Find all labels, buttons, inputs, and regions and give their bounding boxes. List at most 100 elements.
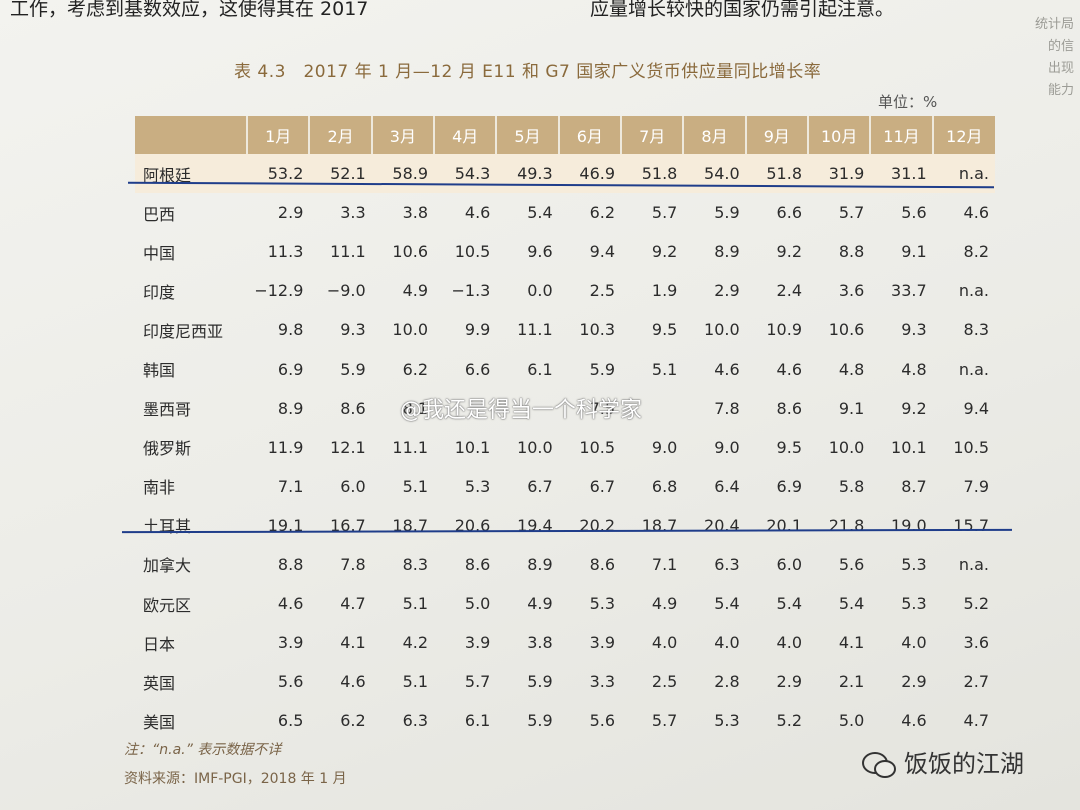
value-cell: 5.9 xyxy=(527,711,553,731)
value-cell: 20.6 xyxy=(454,515,491,535)
value-cell: 5.3 xyxy=(589,594,616,614)
value-cell: 20.1 xyxy=(766,515,802,535)
value-cell: 11.3 xyxy=(267,242,304,262)
value-cell: 4.6 xyxy=(464,203,491,223)
value-cell: 3.6 xyxy=(963,633,989,653)
value-cell: 8.9 xyxy=(527,554,553,574)
value-cell: 9.9 xyxy=(464,320,491,340)
value-cell: 6.5 xyxy=(277,711,304,731)
value-cell: 5.2 xyxy=(776,711,802,731)
country-cell: 巴西 xyxy=(143,204,176,224)
country-cell: 印度 xyxy=(143,282,176,302)
value-cell: 9.4 xyxy=(963,398,989,418)
value-cell: 6.2 xyxy=(402,359,429,379)
value-cell: 5.8 xyxy=(838,476,865,496)
value-cell: 9.0 xyxy=(651,437,678,457)
value-cell: 20.4 xyxy=(704,515,740,535)
value-cell: 4.6 xyxy=(776,359,802,379)
value-cell: 9.1 xyxy=(901,242,927,262)
value-cell: 9.2 xyxy=(776,242,802,262)
value-cell: 31.1 xyxy=(870,154,933,194)
month-header: 8月 xyxy=(682,116,746,154)
country-cell: 俄罗斯 xyxy=(143,439,192,459)
table-row: 欧元区 4.6 4.7 5.1 5.0 4.9 5.3 4.9 5.4 5.4 5.4 5.3 5.2 xyxy=(135,584,995,623)
country-cell: 阿根廷 xyxy=(135,154,248,194)
table-row: 英国 5.6 4.6 5.1 5.7 5.9 3.3 2.5 2.8 2.9 2.1 2.9 2.7 xyxy=(135,662,995,701)
value-cell: 3.6 xyxy=(838,281,865,301)
value-cell: 52.1 xyxy=(309,154,372,194)
value-cell: 10.0 xyxy=(704,320,740,340)
value-cell: 2.9 xyxy=(714,281,740,301)
value-cell: 3.9 xyxy=(589,633,616,653)
value-cell: 5.6 xyxy=(589,711,616,731)
value-cell: 51.8 xyxy=(621,154,684,194)
value-cell: 10.0 xyxy=(392,320,429,340)
value-cell: 8.6 xyxy=(340,398,366,418)
value-cell: 4.9 xyxy=(527,594,553,614)
month-header: 11月 xyxy=(869,116,933,154)
value-cell: 51.8 xyxy=(745,154,808,194)
body-text-right: 应量增长较快的国家仍需引起注意。 xyxy=(590,0,895,20)
value-cell: 11.1 xyxy=(330,242,366,262)
value-cell: 12.1 xyxy=(330,437,366,457)
value-cell: 10.0 xyxy=(828,437,865,457)
value-cell: 11.9 xyxy=(267,437,304,457)
value-cell: 2.9 xyxy=(901,672,927,692)
value-cell: 9.0 xyxy=(714,437,740,457)
value-cell: 4.0 xyxy=(776,633,802,653)
value-cell: 3.9 xyxy=(277,633,304,653)
value-cell: 8.3 xyxy=(963,320,989,340)
value-cell: 6.7 xyxy=(527,476,553,496)
value-cell: 5.7 xyxy=(464,672,491,692)
value-cell: 8.8 xyxy=(277,554,304,574)
money-supply-table: 1月 2月 3月 4月 5月 6月 7月 8月 9月 10月 11月 12月 阿根廷 53.2 52.1 5… xyxy=(135,116,995,740)
value-cell: 6.9 xyxy=(776,476,802,496)
value-cell: 1.9 xyxy=(651,281,678,301)
value-cell: 9.1 xyxy=(838,398,865,418)
value-cell: 33.7 xyxy=(891,281,927,301)
value-cell: 5.1 xyxy=(402,672,429,692)
value-cell: 4.0 xyxy=(714,633,740,653)
value-cell: 9.2 xyxy=(651,242,678,262)
country-cell: 南非 xyxy=(143,478,176,498)
value-cell: 6.7 xyxy=(589,476,616,496)
value-cell: 6.6 xyxy=(464,359,491,379)
value-cell: 8.1 xyxy=(402,398,429,418)
brand-name: 饭饭的江湖 xyxy=(904,750,1024,778)
faint-margin-text: 统计局 的信 出现 能力 xyxy=(1035,14,1074,102)
table-header-row: 1月 2月 3月 4月 5月 6月 7月 8月 9月 10月 11月 12月 xyxy=(135,116,995,154)
month-header: 3月 xyxy=(370,116,435,154)
value-cell: 18.7 xyxy=(641,515,678,535)
value-cell: 3.8 xyxy=(527,633,553,653)
country-cell: 中国 xyxy=(143,243,176,263)
value-cell: 15.7 xyxy=(953,515,989,535)
faint-line: 统计局 xyxy=(1034,17,1074,32)
value-cell: 6.8 xyxy=(651,476,678,496)
value-cell: 6.2 xyxy=(589,203,616,223)
value-cell: 10.0 xyxy=(517,437,553,457)
value-cell: 5.7 xyxy=(651,203,678,223)
month-header: 10月 xyxy=(806,116,871,154)
value-cell: n.a. xyxy=(958,359,989,379)
value-cell: 9.2 xyxy=(901,398,927,418)
value-cell: 2.5 xyxy=(651,672,678,692)
table-row: 加拿大 8.8 7.8 8.3 8.6 8.9 8.6 7.1 6.3 6.0 5.6 5.3 n.a. xyxy=(135,545,995,584)
value-cell: 11.1 xyxy=(517,320,553,340)
country-cell: 墨西哥 xyxy=(143,400,192,420)
value-cell: 4.1 xyxy=(340,633,366,653)
value-cell: 53.2 xyxy=(247,154,310,194)
value-cell: 10.5 xyxy=(454,242,491,262)
value-cell: 5.9 xyxy=(527,672,553,692)
value-cell: 2.1 xyxy=(838,672,865,692)
value-cell: 2.7 xyxy=(963,672,989,692)
value-cell: 4.1 xyxy=(838,633,865,653)
value-cell: 5.0 xyxy=(464,594,491,614)
value-cell: 6.4 xyxy=(714,476,740,496)
value-cell: 4.7 xyxy=(963,711,989,731)
value-cell: 9.6 xyxy=(527,242,553,262)
table-note: 注：“n.a.” 表示数据不详 xyxy=(124,742,282,758)
month-header: 1月 xyxy=(246,116,310,154)
value-cell: 4.2 xyxy=(402,633,429,653)
value-cell: 3.3 xyxy=(340,203,366,223)
value-cell: 10.6 xyxy=(828,320,865,340)
